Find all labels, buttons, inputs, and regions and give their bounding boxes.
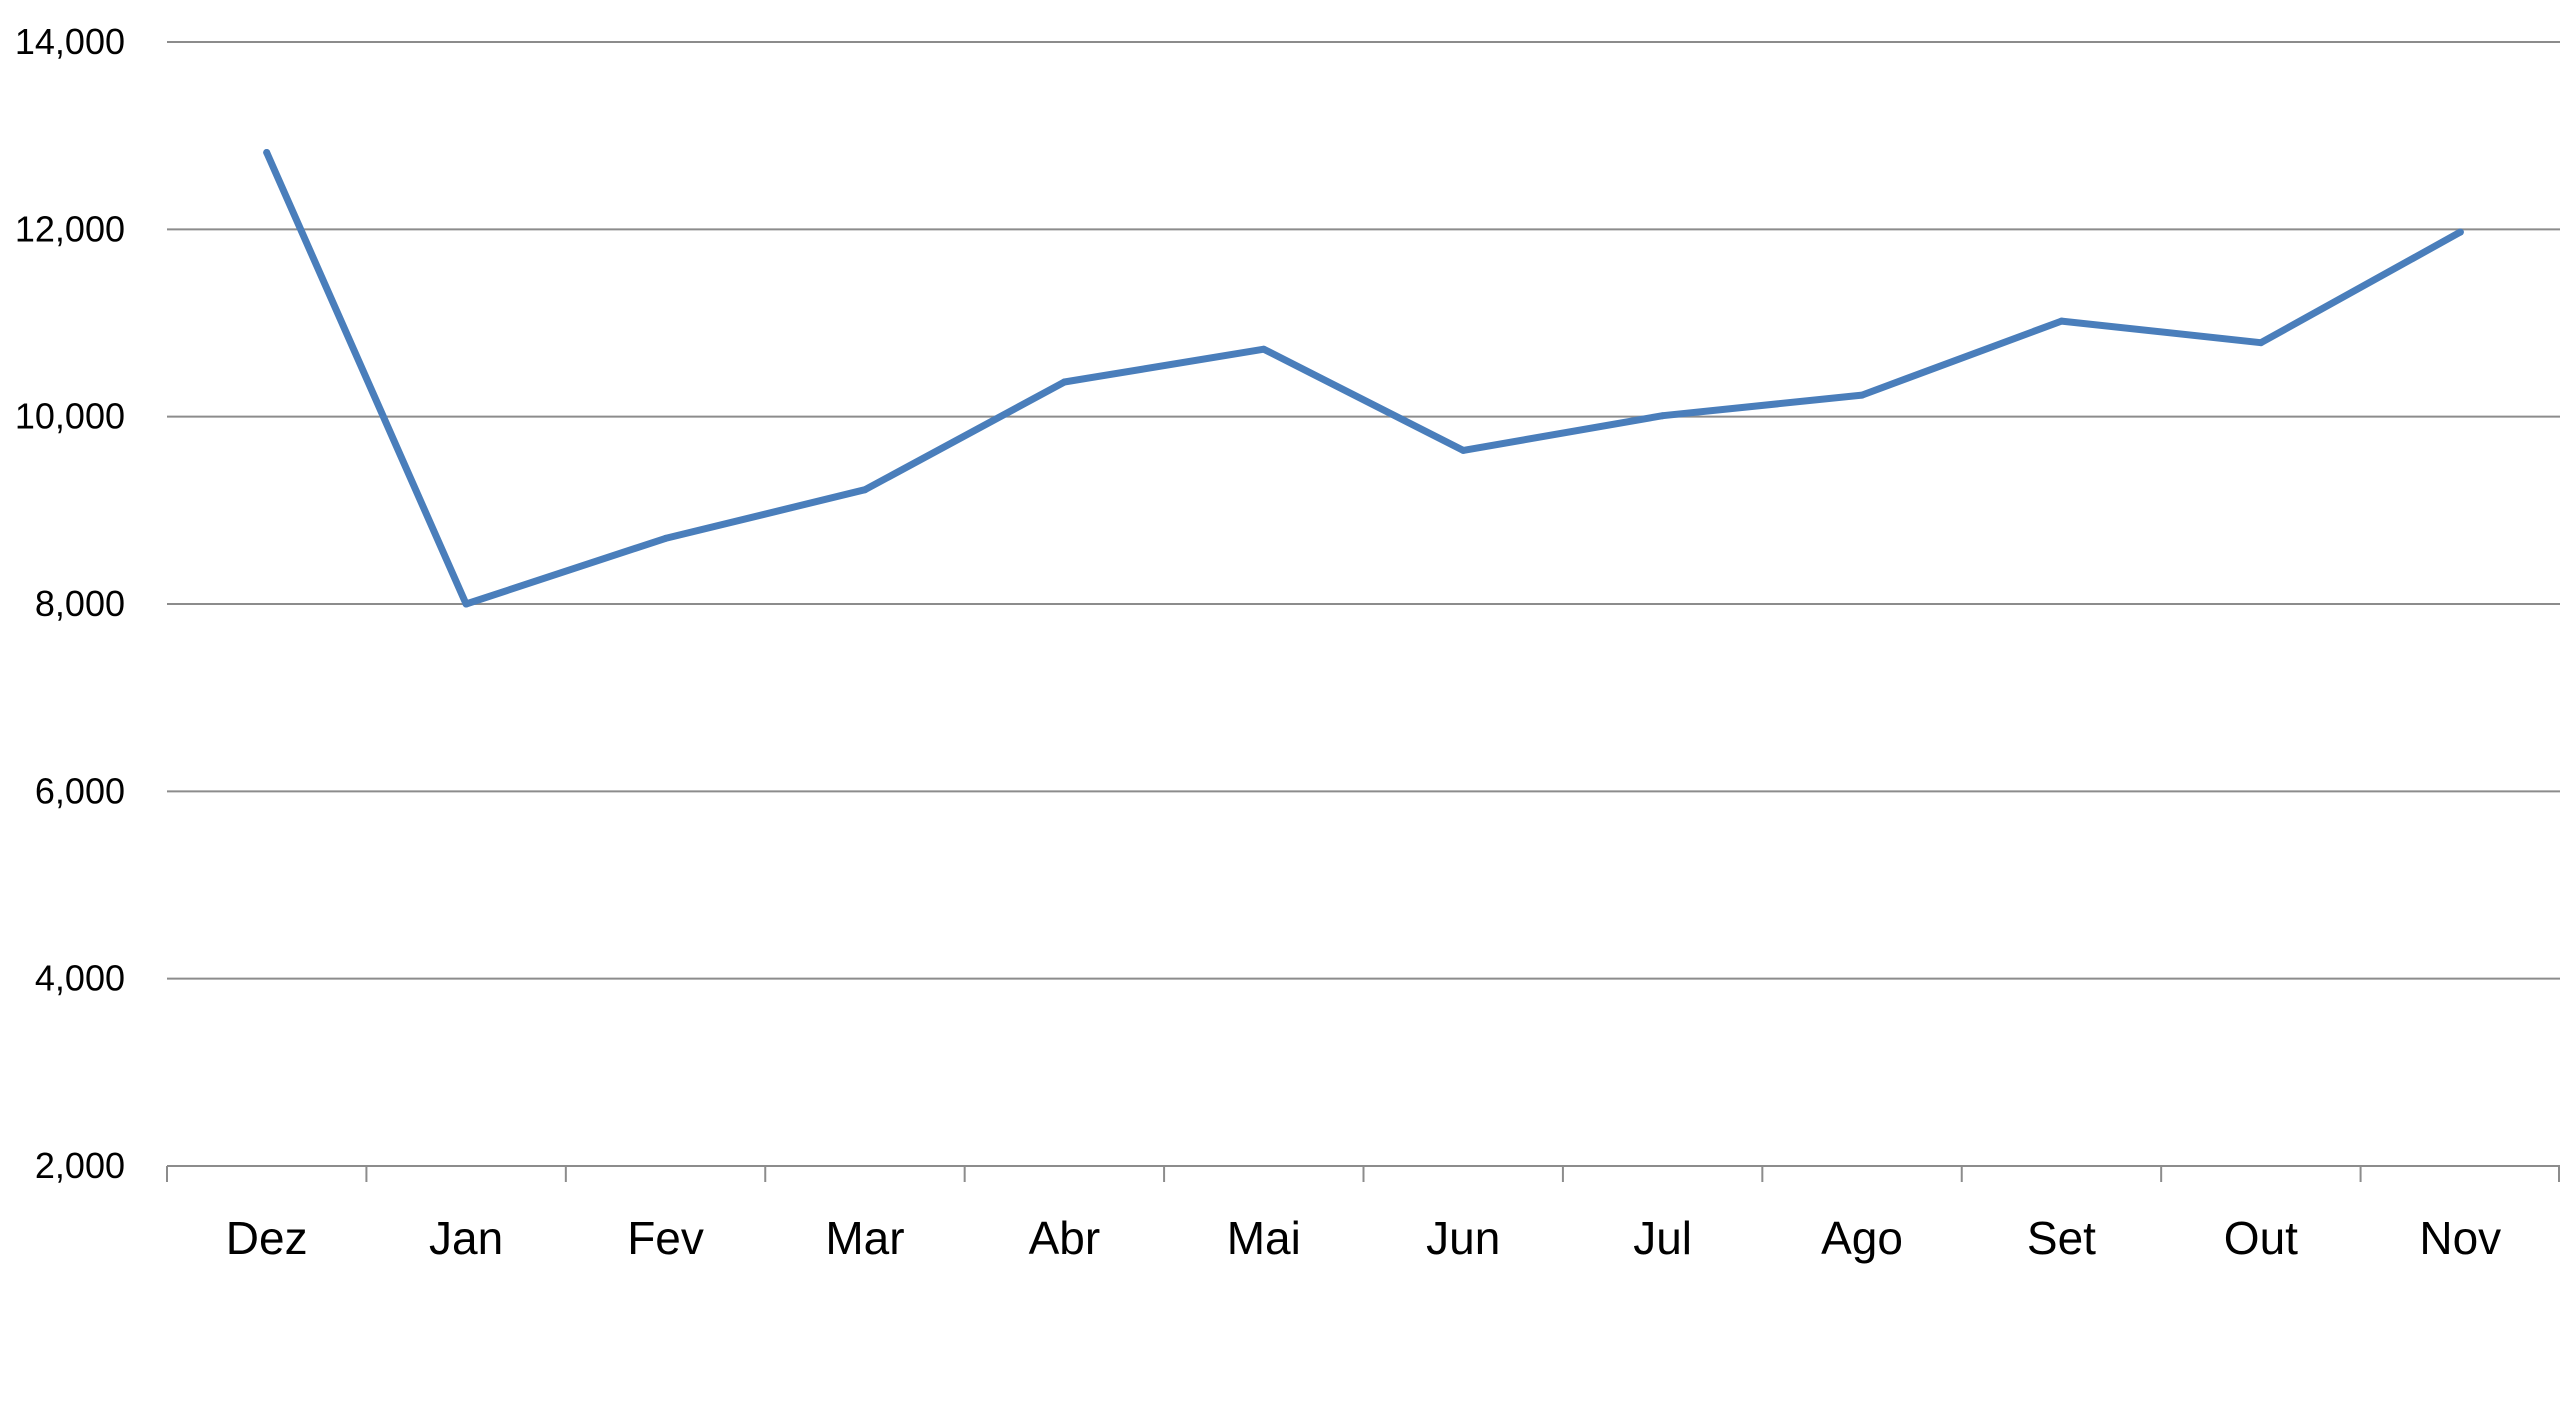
x-tick-label: Jan <box>429 1212 503 1264</box>
y-tick-label: 8,000 <box>35 583 125 624</box>
data-point <box>2456 228 2464 236</box>
data-point <box>2057 317 2065 325</box>
data-point <box>263 149 271 157</box>
x-tick-label: Jun <box>1426 1212 1500 1264</box>
x-tick-label: Mai <box>1227 1212 1301 1264</box>
x-tick-label: Jul <box>1633 1212 1692 1264</box>
gridlines <box>167 41 2560 980</box>
x-tick-label: Ago <box>1821 1212 1903 1264</box>
x-tick-label: Set <box>2027 1212 2096 1264</box>
x-tick-label: Dez <box>226 1212 308 1264</box>
x-tick-label: Mar <box>825 1212 904 1264</box>
y-tick-label: 4,000 <box>35 958 125 999</box>
y-axis-tick-labels: 2,000 4,000 6,000 8,000 10,000 12,000 14,000 <box>15 21 125 1186</box>
x-tick-label: Out <box>2224 1212 2298 1264</box>
x-axis-tick-labels: Dez Jan Fev Mar Abr Mai Jun Jul Ago Set Out Nov <box>226 1212 2501 1264</box>
x-tick-label: Nov <box>2419 1212 2501 1264</box>
x-axis <box>166 1165 2560 1182</box>
data-point <box>1659 412 1667 420</box>
data-point <box>462 600 470 608</box>
y-tick-label: 2,000 <box>35 1145 125 1186</box>
y-tick-label: 10,000 <box>15 396 125 437</box>
data-point <box>2257 339 2265 347</box>
x-tick-label: Fev <box>627 1212 704 1264</box>
data-point <box>1260 345 1268 353</box>
y-tick-label: 14,000 <box>15 21 125 62</box>
data-point <box>861 486 869 494</box>
series-layer <box>263 149 2464 608</box>
data-point <box>1459 446 1467 454</box>
y-tick-label: 12,000 <box>15 208 125 249</box>
data-point <box>1060 378 1068 386</box>
x-tick-label: Abr <box>1029 1212 1101 1264</box>
data-point <box>662 534 670 542</box>
y-tick-label: 6,000 <box>35 770 125 811</box>
data-point <box>1858 391 1866 399</box>
series-line <box>263 149 2464 608</box>
